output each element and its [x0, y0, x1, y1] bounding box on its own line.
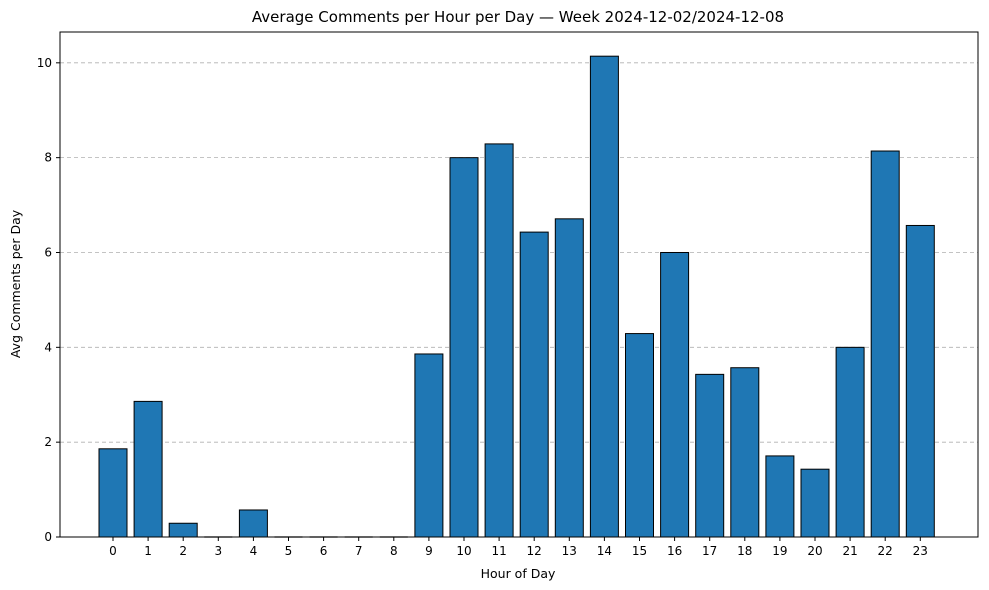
bar-hour-17 [695, 373, 725, 538]
x-tick-label: 13 [562, 544, 577, 558]
x-tick-label: 6 [320, 544, 328, 558]
x-axis-ticks: 0 1 2 3 4 5 6 7 8 9 10 11 12 13 14 15 16 17 18 19 20 21 22 23 [109, 537, 928, 558]
x-tick-label: 9 [425, 544, 433, 558]
x-tick-label: 12 [527, 544, 542, 558]
bar-hour-23 [905, 224, 935, 538]
bar-hour-16 [660, 251, 690, 538]
x-tick-label: 11 [491, 544, 506, 558]
bar-hour-15 [625, 333, 654, 538]
x-tick-label: 19 [772, 544, 787, 558]
bar-hour-10 [449, 157, 479, 538]
bar-hour-21 [835, 346, 865, 538]
bar-hour-0 [98, 448, 128, 538]
x-tick-label: 23 [913, 544, 928, 558]
bar-hour-11 [484, 143, 514, 538]
bar-hour-14 [589, 55, 619, 538]
x-tick-label: 3 [214, 544, 222, 558]
x-tick-label: 5 [285, 544, 293, 558]
x-tick-label: 10 [456, 544, 471, 558]
x-axis-label: Hour of Day [481, 566, 556, 581]
x-tick-label: 2 [179, 544, 187, 558]
bar-hour-4 [238, 509, 268, 538]
bar-hour-13 [554, 218, 584, 538]
x-tick-label: 20 [807, 544, 822, 558]
x-tick-label: 18 [737, 544, 752, 558]
x-tick-label: 15 [632, 544, 647, 558]
bar-hour-18 [730, 367, 760, 538]
y-tick-label: 8 [44, 151, 52, 165]
grid-lines [60, 62, 978, 443]
x-tick-label: 8 [390, 544, 398, 558]
bar-hour-9 [414, 353, 444, 538]
bar-hour-2 [168, 522, 198, 538]
bars [98, 55, 935, 538]
chart-title: Average Comments per Hour per Day — Week… [252, 8, 784, 26]
bar-hour-19 [765, 455, 795, 538]
y-axis-label: Avg Comments per Day [8, 209, 23, 358]
y-tick-label: 4 [44, 340, 52, 354]
x-tick-label: 17 [702, 544, 717, 558]
bar-hour-12 [519, 231, 549, 538]
x-tick-label: 14 [597, 544, 612, 558]
bar-hour-1 [133, 400, 163, 538]
x-tick-label: 21 [842, 544, 857, 558]
y-tick-label: 10 [37, 56, 52, 70]
y-tick-label: 0 [44, 530, 52, 544]
x-tick-label: 22 [878, 544, 893, 558]
plot-frame [59, 31, 979, 538]
x-tick-label: 16 [667, 544, 682, 558]
x-tick-label: 1 [144, 544, 152, 558]
x-tick-label: 7 [355, 544, 363, 558]
y-tick-label: 2 [44, 435, 52, 449]
y-tick-label: 6 [44, 245, 52, 259]
y-axis-ticks: 0 2 4 6 8 10 [37, 56, 60, 544]
bar-hour-20 [800, 468, 830, 538]
x-tick-label: 4 [250, 544, 258, 558]
x-tick-label: 0 [109, 544, 117, 558]
bar-hour-22 [870, 150, 900, 538]
